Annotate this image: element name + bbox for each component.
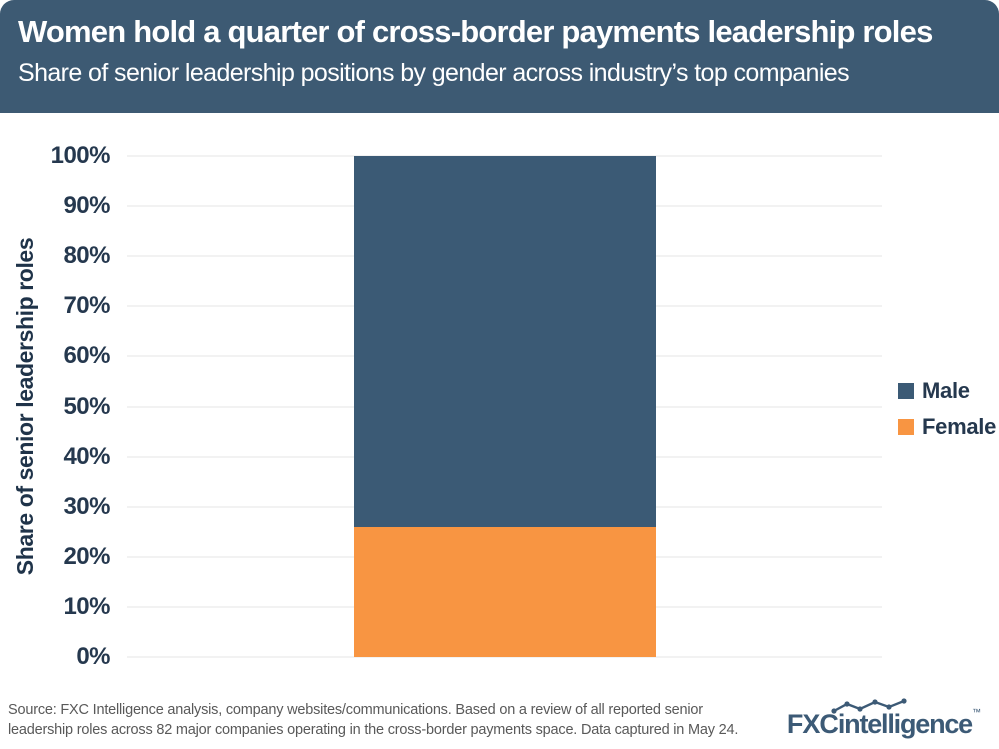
bar-segment-female [354, 526, 656, 657]
y-tick-label: 10% [63, 592, 110, 620]
plot-area [127, 155, 882, 658]
y-tick-label: 40% [63, 442, 110, 470]
logo-text-fxc: FXC [786, 709, 839, 739]
chart-title: Women hold a quarter of cross-border pay… [18, 14, 933, 49]
legend-item-female: Female [898, 414, 996, 440]
female-swatch-icon [898, 419, 914, 435]
male-swatch-icon [898, 383, 914, 399]
y-tick-label: 30% [63, 492, 110, 520]
legend: Male Female [898, 378, 996, 450]
source-note: Source: FXC Intelligence analysis, compa… [8, 700, 798, 740]
stacked-bar [354, 156, 656, 657]
y-axis-ticks: 0% 10% 20% 30% 40% 50% 60% 70% 80% 90% 100% [0, 142, 111, 670]
logo-text-intelligence: intelligence [837, 709, 973, 739]
gridline [127, 656, 882, 658]
y-tick-label: 50% [63, 392, 110, 420]
source-line-1: Source: FXC Intelligence analysis, compa… [8, 702, 703, 718]
source-line-2: leadership roles across 82 major compani… [8, 722, 739, 738]
trademark-symbol: ™ [972, 707, 981, 717]
y-tick-label: 60% [63, 342, 110, 370]
logo-text: FXCintelligence™ [786, 707, 981, 740]
chart-subtitle: Share of senior leadership positions by … [18, 59, 850, 87]
y-tick-label: 70% [63, 292, 110, 320]
y-tick-label: 100% [50, 142, 111, 169]
legend-label-female: Female [922, 414, 997, 439]
y-tick-label: 0% [76, 643, 110, 670]
y-tick-label: 20% [63, 542, 110, 570]
legend-label-male: Male [922, 378, 970, 403]
header: Women hold a quarter of cross-border pay… [0, 0, 999, 113]
sparkline-icon [831, 698, 907, 714]
fxc-intelligence-logo: FXCintelligence™ [779, 698, 989, 744]
legend-item-male: Male [898, 378, 996, 404]
y-tick-label: 90% [63, 192, 110, 220]
y-tick-label: 80% [63, 242, 110, 270]
bar-segment-male [354, 156, 656, 527]
